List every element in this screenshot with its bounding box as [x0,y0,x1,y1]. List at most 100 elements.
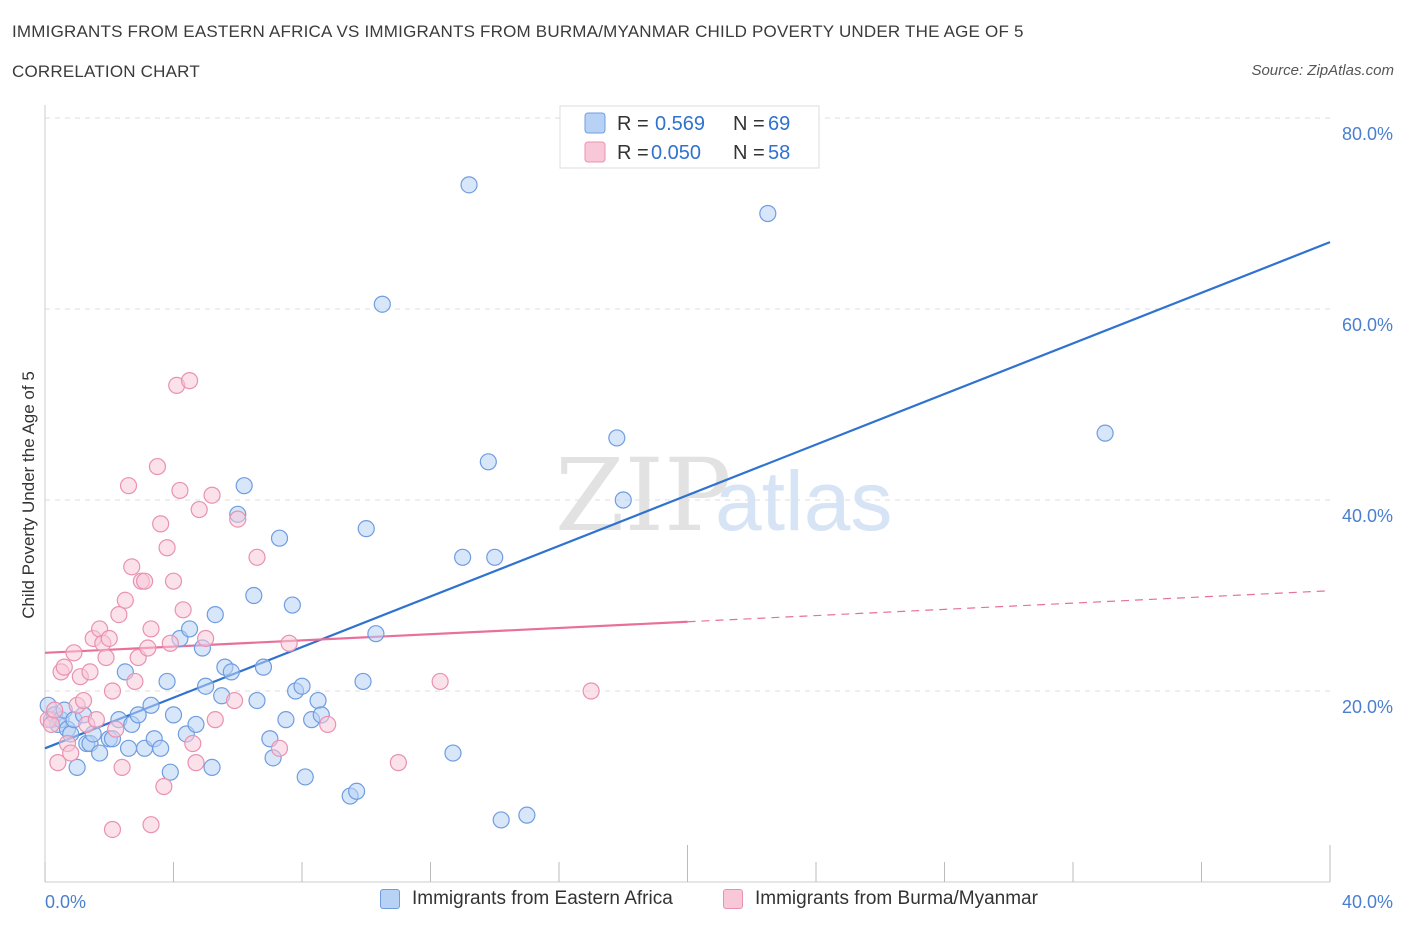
point-burma [184,734,202,753]
point-burma [148,457,167,476]
tick-labels: 20.0% 40.0% 60.0% 80.0% 0.0% 40.0% [45,124,1393,912]
point-eastern-africa [248,691,266,710]
point-burma [123,558,141,576]
point-burma [155,777,173,796]
point-eastern-africa [119,739,138,757]
point-burma [161,634,179,652]
point-burma [49,754,67,772]
point-eastern-africa [129,706,147,724]
point-eastern-africa [254,658,273,676]
legend-n-label: N = [733,113,765,135]
point-eastern-africa [91,744,109,762]
point-eastern-africa [518,806,536,824]
point-eastern-africa [357,520,375,538]
legend-n-value: 58 [768,142,790,164]
point-burma [174,601,192,619]
point-eastern-africa [614,491,632,509]
y-tick-label: 80.0% [1342,124,1393,144]
y-tick-label: 20.0% [1342,697,1393,717]
point-eastern-africa [479,453,497,471]
point-burma [65,644,83,662]
point-burma [142,816,160,834]
legend-swatch-pink [584,141,606,163]
point-burma [203,486,221,504]
point-eastern-africa [296,768,314,786]
source-note: Source: ZipAtlas.com [1251,62,1394,79]
point-burma [248,548,266,566]
legend-swatch-blue [584,112,606,134]
point-burma [74,691,93,710]
point-burma [180,372,199,390]
point-burma [142,620,160,638]
point-eastern-africa [203,758,221,777]
point-eastern-africa [283,596,301,614]
chart-title: IMMIGRANTS FROM EASTERN AFRICA VS IMMIGR… [12,22,1024,41]
legend-r-label: R = [617,113,649,135]
watermark: ZIP atlas [555,437,892,554]
point-eastern-africa [187,715,205,734]
point-eastern-africa [161,763,179,781]
axes [44,105,1331,883]
point-eastern-africa [235,477,253,495]
point-eastern-africa [373,295,391,313]
point-burma [190,500,208,519]
watermark-zip: ZIP [555,437,731,554]
y-tick-label: 60.0% [1342,315,1393,335]
point-burma [280,634,298,652]
point-burma [116,591,134,609]
point-burma [107,720,125,738]
watermark-atlas: atlas [715,454,892,548]
point-burma [152,515,170,533]
point-burma [158,539,176,557]
point-burma [55,658,73,676]
point-eastern-africa [222,663,240,681]
chart-subtitle: CORRELATION CHART [12,62,200,81]
point-eastern-africa [158,672,176,691]
point-burma [225,691,244,710]
point-burma [42,715,61,734]
point-eastern-africa [608,429,626,447]
point-burma [319,715,337,734]
legend-r-value: 0.569 [655,113,705,135]
grid [45,117,1330,692]
legend-swatch-pink [723,889,743,909]
legend-n-label: N = [733,142,765,164]
legend-r-value: 0.050 [651,142,701,164]
point-burma [206,711,224,729]
x-tick-label: 40.0% [1342,892,1393,912]
point-burma [135,572,154,590]
point-burma [187,754,205,772]
point-burma [100,629,118,648]
legend-item-eastern-africa: Immigrants from Eastern Africa [380,888,673,910]
point-burma [582,682,600,700]
point-eastern-africa [270,529,289,547]
point-burma [229,510,247,528]
point-burma [46,701,64,719]
point-burma [110,605,128,624]
legend-item-burma: Immigrants from Burma/Myanmar [723,888,1038,910]
y-axis-label: Child Poverty Under the Age of 5 [19,371,38,619]
point-eastern-africa [354,672,372,691]
data-points [39,176,1114,839]
y-tick-label: 40.0% [1342,506,1393,526]
point-eastern-africa [206,605,224,624]
stats-legend: R = 0.569 N = 69 R = 0.050 N = 58 [559,105,820,169]
point-eastern-africa [486,548,504,566]
point-eastern-africa [180,620,199,638]
point-burma [171,481,189,500]
legend-n-value: 69 [768,113,790,135]
point-burma [103,682,122,700]
point-eastern-africa [367,625,385,643]
point-burma [103,820,122,839]
point-eastern-africa [197,677,215,695]
point-burma [62,744,80,762]
point-burma [164,572,183,590]
point-burma [139,639,157,657]
x-tick-label: 0.0% [45,892,86,912]
legend-series-name: Immigrants from Burma/Myanmar [755,888,1038,909]
point-burma [113,758,131,777]
point-burma [126,672,144,691]
point-eastern-africa [460,176,478,194]
trend-line-pink-dashed [687,590,1331,623]
